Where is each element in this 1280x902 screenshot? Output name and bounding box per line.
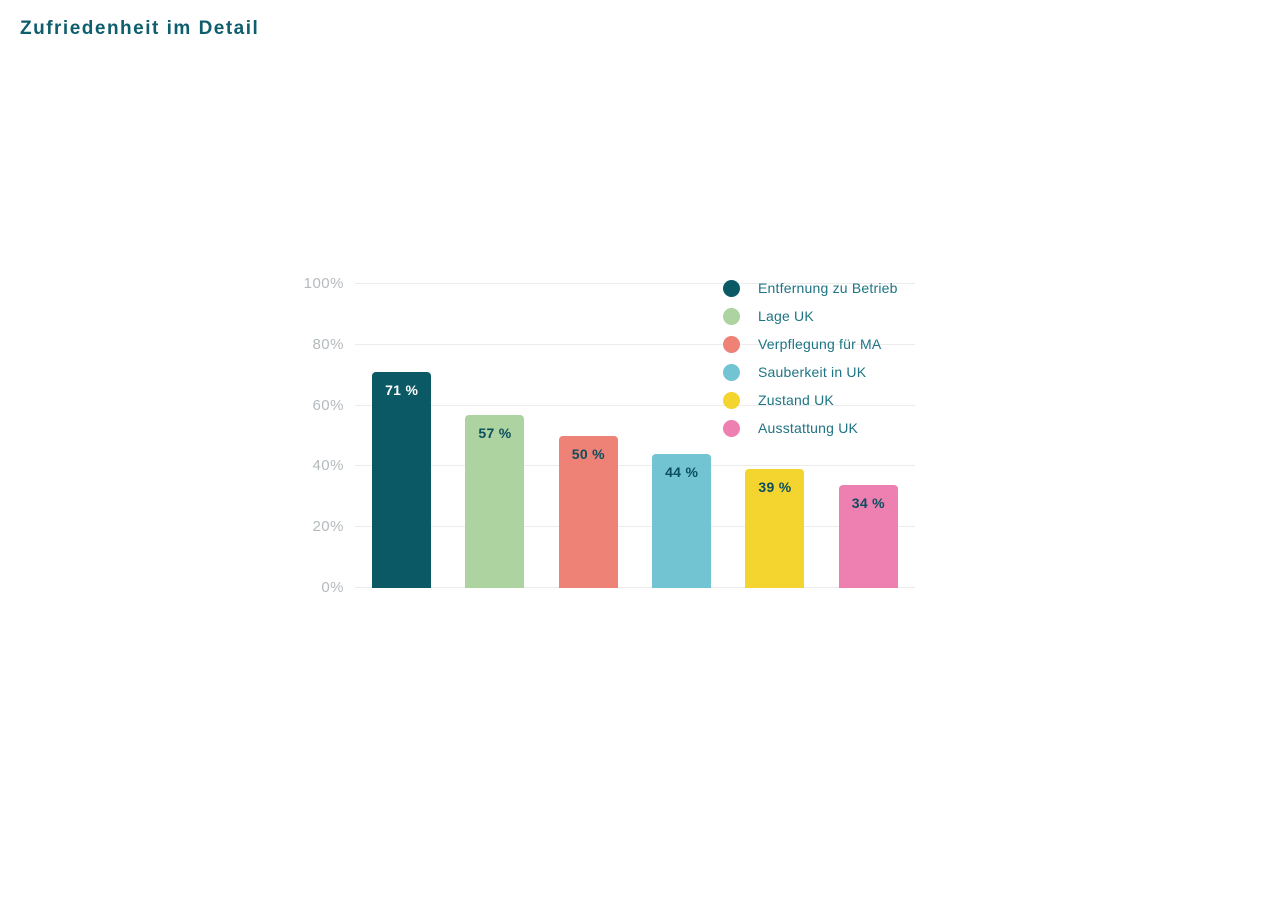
bar: 50 % [558, 436, 618, 588]
legend-swatch-icon [723, 335, 740, 353]
y-axis-tick-label: 20% [312, 518, 344, 536]
bar-slot: 50 % [542, 284, 635, 588]
bar-slot: 71 % [355, 284, 448, 588]
y-axis-tick-label: 0% [321, 579, 344, 596]
bars: 71 % 57 % 50 % 44 % 39 % 34 % [355, 284, 915, 588]
gridline [355, 283, 915, 284]
legend-item: Entfernung zu Betrieb [723, 274, 898, 302]
gridline [355, 526, 915, 528]
legend-swatch-icon [723, 279, 740, 297]
bar-slot: 57 % [448, 284, 541, 588]
legend-item: Verpflegung für MA [723, 330, 898, 358]
y-axis-tick-label: 60% [312, 396, 344, 414]
gridline [355, 404, 915, 406]
bar-value-label: 39 % [758, 479, 792, 496]
legend-label: Sauberkeit in UK [758, 364, 867, 380]
legend-label: Lage UK [758, 308, 814, 324]
legend-item: Sauberkeit in UK [723, 358, 898, 386]
legend-item: Lage UK [723, 302, 898, 330]
bar: 57 % [465, 414, 525, 588]
page-title: Zufriedenheit im Detail [20, 18, 260, 39]
y-axis-tick-label: 40% [312, 457, 344, 475]
bar-value-label: 50 % [571, 446, 605, 462]
plot-area: 71 % 57 % 50 % 44 % 39 % 34 % [355, 283, 915, 588]
bar: 71 % [372, 372, 432, 588]
bar-value-label: 71 % [385, 382, 419, 399]
bar-slot: 34 % [822, 284, 915, 588]
gridlines [355, 283, 915, 588]
bar-value-label: 44 % [665, 464, 699, 481]
gridline [355, 343, 915, 345]
bar-slot: 39 % [728, 284, 821, 588]
legend-swatch-icon [723, 391, 740, 409]
y-axis-tick-label: 100% [303, 275, 344, 292]
bar-value-label: 57 % [478, 424, 512, 441]
legend-swatch-icon [723, 363, 740, 381]
legend-item: Ausstattung UK [723, 414, 898, 442]
y-axis-tick-label: 80% [312, 335, 344, 353]
bar: 44 % [652, 454, 712, 588]
gridline [355, 587, 915, 588]
legend-label: Ausstattung UK [758, 420, 859, 436]
bar-value-label: 34 % [851, 494, 885, 511]
gridline [355, 465, 915, 467]
bar-slot: 44 % [635, 284, 728, 588]
legend-label: Entfernung zu Betrieb [758, 280, 898, 296]
y-axis: 100% 80% 60% 40% 20% 0% [272, 275, 344, 596]
bar: 39 % [745, 469, 805, 588]
legend-label: Verpflegung für MA [758, 336, 882, 352]
bar: 34 % [838, 484, 898, 588]
legend-label: Zustand UK [758, 392, 834, 408]
legend-swatch-icon [723, 307, 740, 325]
legend-swatch-icon [723, 419, 740, 437]
legend-item: Zustand UK [723, 386, 898, 414]
legend: Entfernung zu Betrieb Lage UK Verpflegung … [723, 274, 898, 442]
